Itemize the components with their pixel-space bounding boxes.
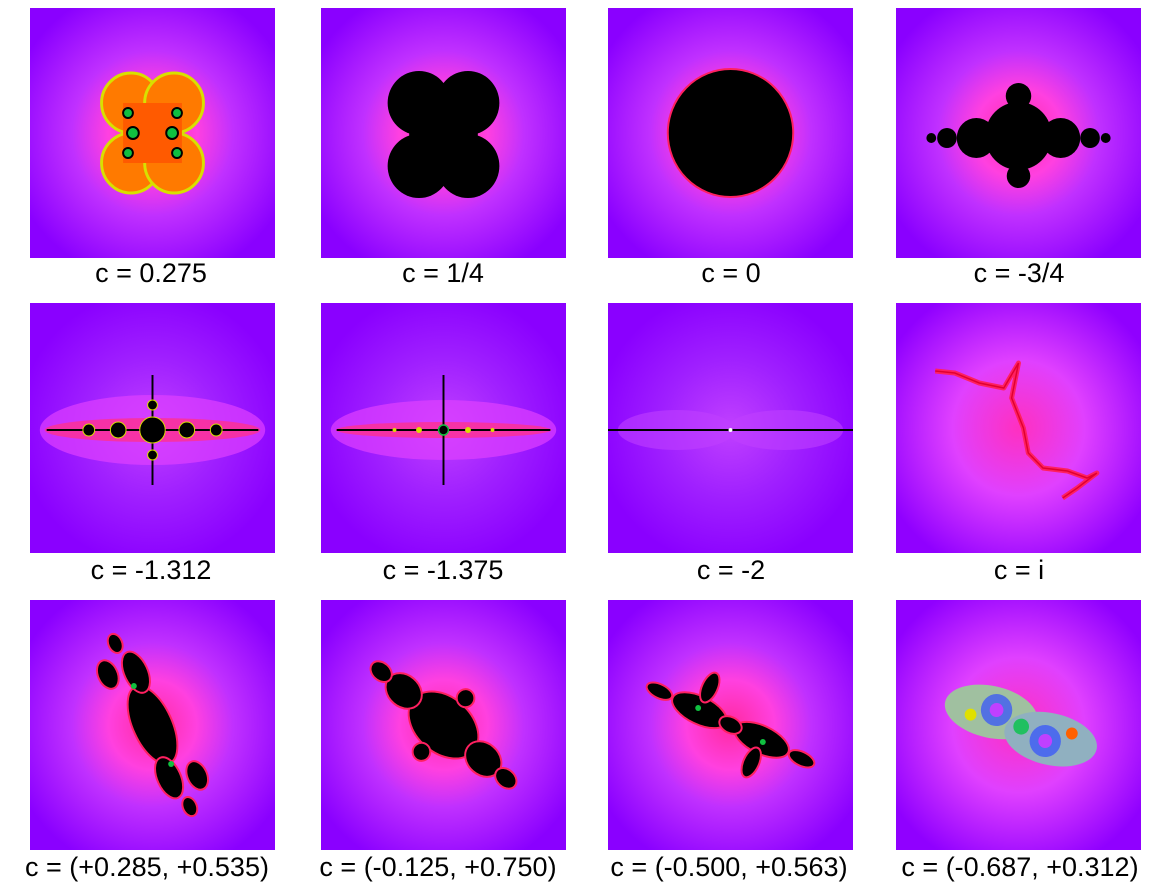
julia-image	[896, 600, 1141, 850]
julia-image	[896, 303, 1141, 553]
julia-image	[30, 600, 275, 850]
caption: c = -1.312	[90, 555, 212, 585]
julia-image	[30, 303, 275, 553]
julia-image	[608, 303, 853, 553]
caption: c = (-0.125, +0.750)	[319, 852, 557, 882]
caption: c = (+0.285, +0.535)	[25, 852, 269, 882]
julia-image	[608, 8, 853, 258]
julia-image	[896, 8, 1141, 258]
julia-image	[321, 8, 566, 258]
caption: c = i	[993, 555, 1045, 585]
caption: c = 0	[701, 258, 761, 288]
caption: c = -2	[696, 555, 766, 585]
caption: c = -3/4	[973, 258, 1065, 288]
caption: c = 0.275	[95, 258, 207, 288]
caption: c = (-0.687, +0.312)	[901, 852, 1139, 882]
caption: c = -1.375	[382, 555, 504, 585]
julia-image	[321, 600, 566, 850]
julia-image	[321, 303, 566, 553]
caption: c = 1/4	[402, 258, 484, 288]
julia-image	[30, 8, 275, 258]
caption: c = (-0.500, +0.563)	[610, 852, 848, 882]
julia-image	[608, 600, 853, 850]
